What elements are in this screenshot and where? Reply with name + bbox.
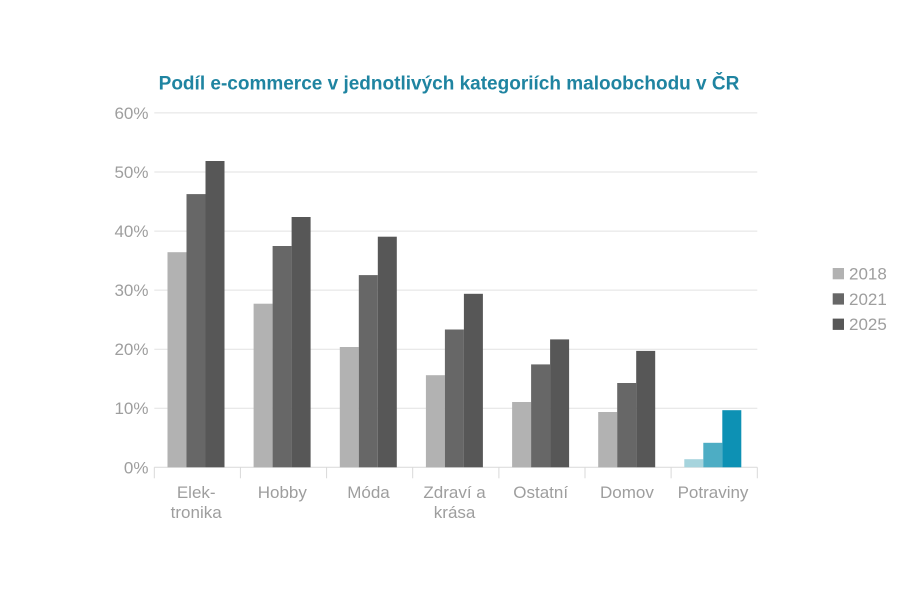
svg-text:10%: 10% [114, 399, 148, 418]
svg-text:2021: 2021 [849, 290, 887, 309]
svg-text:krása: krása [434, 503, 476, 522]
svg-text:Ostatní: Ostatní [513, 483, 568, 502]
svg-text:30%: 30% [114, 281, 148, 300]
svg-text:0%: 0% [124, 458, 149, 477]
svg-text:50%: 50% [114, 163, 148, 182]
svg-text:Hobby: Hobby [258, 483, 308, 502]
svg-text:Zdraví a: Zdraví a [423, 483, 486, 502]
svg-text:2018: 2018 [849, 265, 887, 284]
svg-text:60%: 60% [114, 104, 148, 123]
svg-text:Domov: Domov [600, 483, 654, 502]
svg-text:20%: 20% [114, 340, 148, 359]
svg-text:Podíl e-commerce v jednotlivýc: Podíl e-commerce v jednotlivých kategori… [159, 73, 740, 95]
svg-text:Elek-: Elek- [177, 483, 216, 502]
svg-text:2025: 2025 [849, 315, 887, 334]
svg-text:Potraviny: Potraviny [678, 483, 749, 502]
svg-text:tronika: tronika [171, 503, 223, 522]
svg-text:40%: 40% [114, 222, 148, 241]
svg-text:Móda: Móda [347, 483, 390, 502]
